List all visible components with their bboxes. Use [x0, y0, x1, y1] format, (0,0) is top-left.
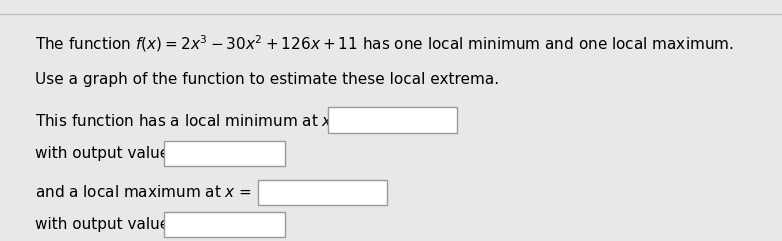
Text: The function $f(x) = 2x^3 - 30x^2 + 126x + 11$ has one local minimum and one loc: The function $f(x) = 2x^3 - 30x^2 + 126x…	[35, 33, 734, 54]
FancyBboxPatch shape	[258, 180, 387, 205]
Text: and a local maximum at $x$ =: and a local maximum at $x$ =	[35, 184, 252, 200]
Text: with output value:: with output value:	[35, 146, 174, 161]
Text: Use a graph of the function to estimate these local extrema.: Use a graph of the function to estimate …	[35, 72, 500, 87]
FancyBboxPatch shape	[164, 141, 285, 166]
Text: This function has a local minimum at $x$ =: This function has a local minimum at $x$…	[35, 113, 349, 128]
FancyBboxPatch shape	[328, 107, 457, 133]
Text: with output value:: with output value:	[35, 217, 174, 232]
FancyBboxPatch shape	[164, 212, 285, 237]
